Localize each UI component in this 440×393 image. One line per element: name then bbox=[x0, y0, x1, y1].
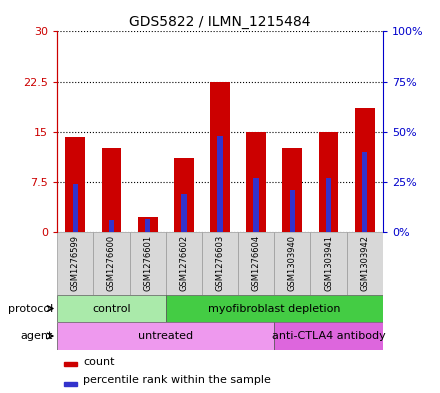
Text: GSM1276599: GSM1276599 bbox=[71, 235, 80, 291]
Bar bbox=[166, 232, 202, 295]
Text: anti-CTLA4 antibody: anti-CTLA4 antibody bbox=[271, 331, 385, 341]
Bar bbox=[274, 322, 383, 350]
Text: GSM1303941: GSM1303941 bbox=[324, 235, 333, 291]
Bar bbox=[66, 137, 85, 232]
Bar bbox=[355, 108, 375, 232]
Text: agent: agent bbox=[20, 331, 53, 341]
Bar bbox=[145, 219, 150, 232]
Bar bbox=[64, 382, 77, 386]
Bar bbox=[202, 232, 238, 295]
Text: GSM1276602: GSM1276602 bbox=[180, 235, 188, 291]
Text: control: control bbox=[92, 303, 131, 314]
Text: count: count bbox=[83, 356, 115, 367]
Bar bbox=[57, 322, 274, 350]
Bar bbox=[57, 232, 93, 295]
Bar bbox=[253, 178, 259, 232]
Bar bbox=[93, 232, 129, 295]
Text: GSM1303942: GSM1303942 bbox=[360, 235, 369, 291]
Text: GSM1276603: GSM1276603 bbox=[216, 235, 224, 292]
Text: GSM1276601: GSM1276601 bbox=[143, 235, 152, 291]
Bar bbox=[138, 217, 158, 232]
Bar bbox=[109, 220, 114, 232]
Bar bbox=[166, 295, 383, 322]
Bar bbox=[347, 232, 383, 295]
Bar bbox=[210, 82, 230, 232]
Bar bbox=[311, 232, 347, 295]
Bar bbox=[274, 232, 311, 295]
Bar bbox=[174, 158, 194, 232]
Text: GSM1276604: GSM1276604 bbox=[252, 235, 260, 291]
Text: percentile rank within the sample: percentile rank within the sample bbox=[83, 375, 271, 386]
Bar bbox=[326, 178, 331, 232]
Bar bbox=[238, 232, 274, 295]
Text: GSM1303940: GSM1303940 bbox=[288, 235, 297, 291]
Text: protocol: protocol bbox=[7, 303, 53, 314]
Bar bbox=[319, 132, 338, 232]
Bar bbox=[246, 132, 266, 232]
Bar bbox=[129, 232, 166, 295]
Bar bbox=[290, 190, 295, 232]
Text: myofibroblast depletion: myofibroblast depletion bbox=[208, 303, 341, 314]
Bar bbox=[57, 295, 166, 322]
Bar bbox=[181, 194, 187, 232]
Bar bbox=[362, 152, 367, 232]
Bar bbox=[282, 148, 302, 232]
Text: untreated: untreated bbox=[138, 331, 193, 341]
Bar bbox=[102, 148, 121, 232]
Bar bbox=[217, 136, 223, 232]
Text: GSM1276600: GSM1276600 bbox=[107, 235, 116, 291]
Title: GDS5822 / ILMN_1215484: GDS5822 / ILMN_1215484 bbox=[129, 15, 311, 29]
Bar bbox=[64, 362, 77, 366]
Bar bbox=[73, 184, 78, 232]
